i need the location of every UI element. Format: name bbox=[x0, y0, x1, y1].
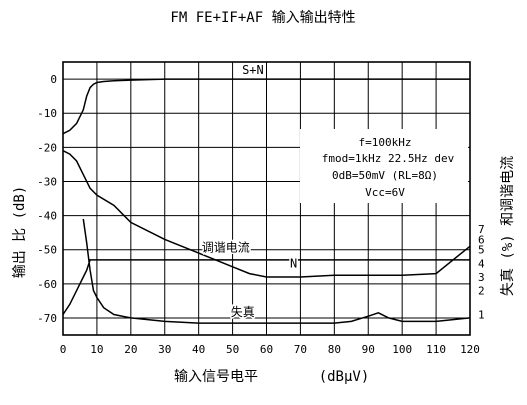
x-tick-label: 0 bbox=[60, 343, 67, 356]
right-tick-label: 2 bbox=[478, 285, 485, 298]
series-label: S+N bbox=[242, 63, 264, 77]
tick-labels: 0 10 20 30 40 50 60 70 80 90 100 110 120 0 -10 -20 -30 -4… bbox=[37, 73, 485, 356]
y-axis-title-left: 输出 比 (dB) bbox=[12, 186, 28, 279]
right-tick-label: 1 bbox=[478, 309, 485, 322]
right-tick-label: 4 bbox=[478, 257, 485, 270]
right-tick-label: 6 bbox=[478, 233, 485, 246]
right-tick-label: 3 bbox=[478, 271, 485, 284]
y-tick-label: -60 bbox=[37, 278, 57, 291]
x-axis-title: 输入信号电平 bbox=[174, 369, 258, 385]
x-axis-unit: (dBμV) bbox=[319, 369, 370, 385]
annotation-line: f=100kHz bbox=[359, 136, 412, 149]
plot-frame bbox=[62, 61, 471, 336]
x-tick-label: 40 bbox=[192, 343, 205, 356]
y-tick-label: -50 bbox=[37, 244, 57, 257]
series-label: N bbox=[290, 256, 297, 270]
right-tick-label: 5 bbox=[478, 244, 485, 257]
x-tick-label: 80 bbox=[328, 343, 341, 356]
right-tick-label: 7 bbox=[478, 223, 485, 236]
x-tick-label: 10 bbox=[90, 343, 103, 356]
x-tick-label: 110 bbox=[426, 343, 446, 356]
annotation-line: Vcc=6V bbox=[365, 186, 405, 199]
series-curve bbox=[62, 78, 470, 135]
x-tick-label: 60 bbox=[260, 343, 273, 356]
x-tick-label: 120 bbox=[460, 343, 480, 356]
y-axis-title-right: 失真 (%) 和调谐电流 bbox=[500, 156, 516, 296]
x-tick-label: 20 bbox=[124, 343, 137, 356]
y-tick-label: -10 bbox=[37, 107, 57, 120]
x-tick-label: 30 bbox=[158, 343, 171, 356]
series-labels: S+N 调谐电流 N 失真 bbox=[200, 61, 298, 320]
conditions-annotation: f=100kHz fmod=1kHz 22.5Hz dev 0dB=50mV (… bbox=[300, 129, 468, 203]
series-curve bbox=[62, 259, 470, 315]
series-curve bbox=[82, 218, 471, 324]
x-tick-label: 50 bbox=[226, 343, 239, 356]
y-tick-label: -20 bbox=[37, 141, 57, 154]
series-label: 失真 bbox=[231, 304, 255, 319]
y-tick-label: -40 bbox=[37, 210, 57, 223]
y-tick-label: -30 bbox=[37, 175, 57, 188]
x-tick-label: 90 bbox=[362, 343, 375, 356]
chart-title: FM FE+IF+AF 输入输出特性 bbox=[170, 10, 355, 26]
series-label: 调谐电流 bbox=[202, 240, 250, 254]
annotation-line: fmod=1kHz 22.5Hz dev bbox=[322, 152, 455, 165]
curves bbox=[62, 78, 471, 324]
x-tick-label: 100 bbox=[392, 343, 412, 356]
x-tick-label: 70 bbox=[294, 343, 307, 356]
y-tick-label: 0 bbox=[50, 73, 57, 86]
annotation-line: 0dB=50mV (RL=8Ω) bbox=[332, 169, 438, 182]
y-tick-label: -70 bbox=[37, 312, 57, 325]
